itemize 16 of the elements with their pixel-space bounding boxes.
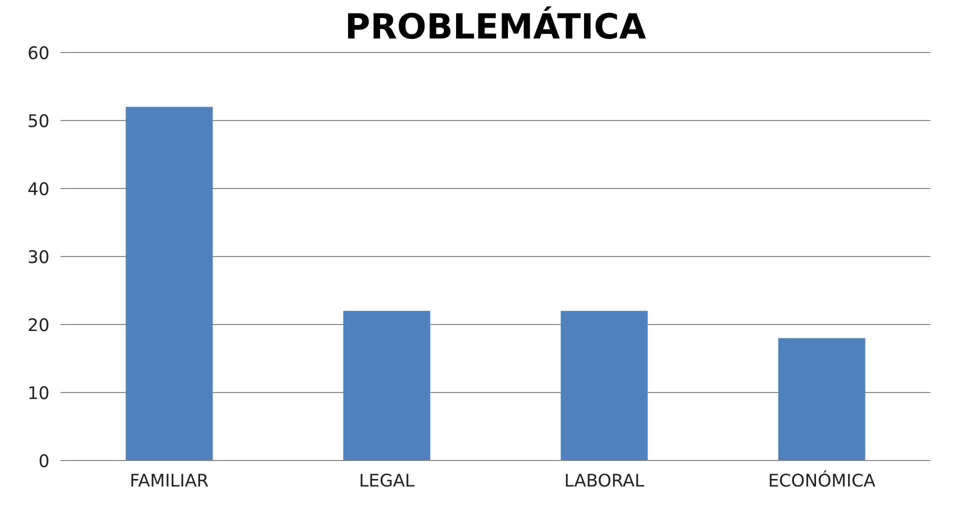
x-tick-label: LEGAL xyxy=(358,472,415,492)
y-tick-label: 0 xyxy=(38,452,50,472)
y-tick-label: 40 xyxy=(27,180,50,200)
chart-title: PROBLEMÁTICA xyxy=(344,6,646,48)
bar xyxy=(778,338,866,460)
x-tick-label: FAMILIAR xyxy=(130,472,209,492)
x-tick-label: LABORAL xyxy=(564,472,645,492)
x-tick-label: ECONÓMICA xyxy=(768,470,876,492)
y-tick-label: 20 xyxy=(27,316,50,336)
y-tick-label: 50 xyxy=(27,112,50,132)
y-tick-label: 30 xyxy=(27,248,50,268)
y-tick-label: 60 xyxy=(27,44,50,64)
bar xyxy=(126,106,213,460)
bar xyxy=(343,310,430,460)
bar xyxy=(560,310,648,460)
y-tick-label: 10 xyxy=(27,384,50,404)
